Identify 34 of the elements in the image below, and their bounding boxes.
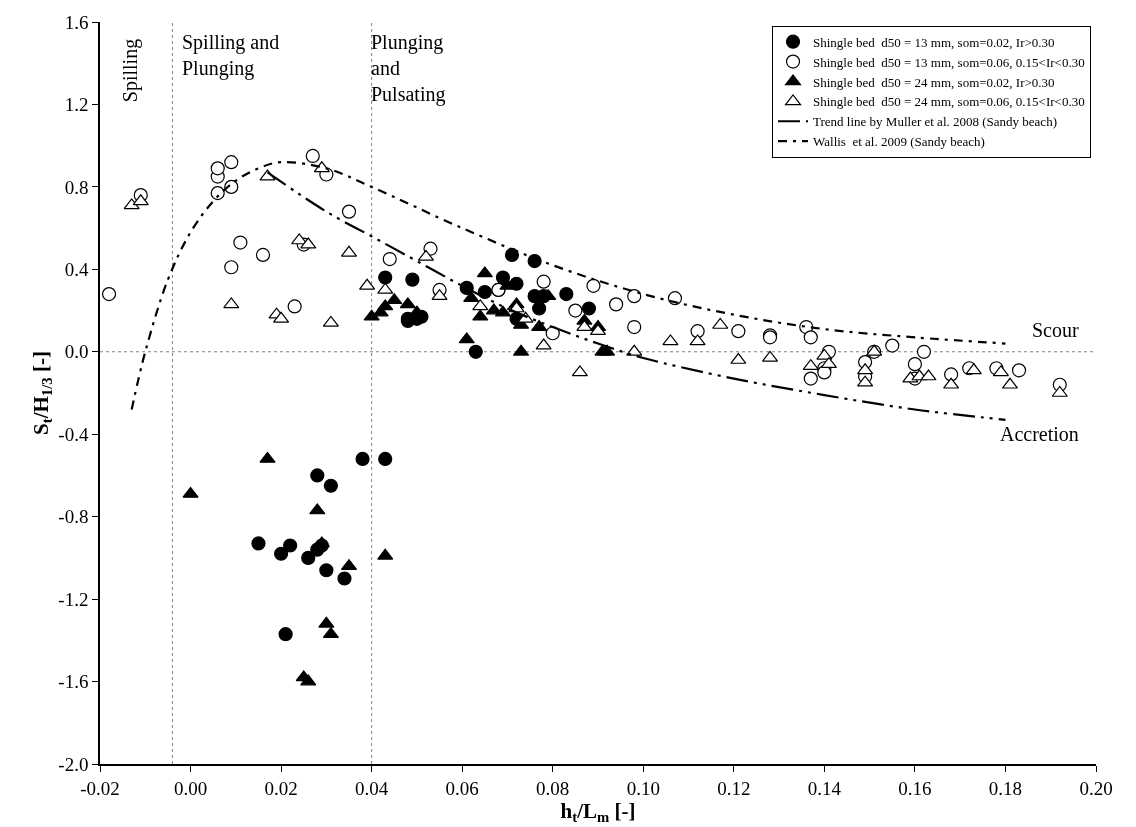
legend-label: Wallis et al. 2009 (Sandy beach) [813,134,985,150]
x-tick-label: 0.20 [1079,777,1113,799]
legend-label: Shingle bed d50 = 24 mm, som=0.06, 0.15<Ir<0.30 [813,94,1085,110]
x-tick-label: 0.10 [626,777,660,799]
x-tick-label: 0.06 [445,777,479,799]
x-tick-label: -0.02 [80,777,120,799]
legend-label: Trend line by Muller et al. 2008 (Sandy beach) [813,114,1057,130]
x-tick-label: 0.00 [173,777,208,799]
x-tick-label: 0.14 [807,777,842,799]
y-tick-label: -0.8 [58,506,89,528]
annotation: Scour [1032,319,1079,341]
legend-label: Shingle bed d50 = 13 mm, som=0.06, 0.15<Ir<0.30 [813,54,1085,70]
y-tick-label: -1.6 [58,671,89,693]
annotation: Spilling and Plunging [182,31,280,80]
x-tick-label: 0.04 [355,777,389,799]
x-axis-title: h$_{t}$/L$_{m}$ [-] [560,798,636,825]
legend-label: Shingle bed d50 = 24 mm, som=0.02, Ir>0.30 [813,74,1055,90]
y-tick-label: 1.6 [64,11,89,33]
annotation: Spilling [118,38,142,103]
y-tick-label: 0.4 [64,258,89,280]
annotation: Accretion [1000,423,1079,445]
y-tick-label: 0.8 [64,176,89,198]
x-tick-label: 0.08 [536,777,570,799]
x-tick-label: 0.18 [988,777,1023,799]
y-tick-label: 0.0 [64,341,89,363]
y-tick-label: -0.4 [58,423,89,445]
legend-label: Shingle bed d50 = 13 mm, som=0.02, Ir>0.30 [813,34,1055,50]
x-tick-label: 0.16 [898,777,932,799]
x-tick-label: 0.12 [717,777,751,799]
y-tick-label: -1.2 [58,588,89,610]
x-tick-label: 0.02 [264,777,298,799]
y-tick-label: 1.2 [64,94,89,116]
annotation: Plunging and Pulsating [371,31,446,106]
y-tick-label: -2.0 [58,753,89,775]
